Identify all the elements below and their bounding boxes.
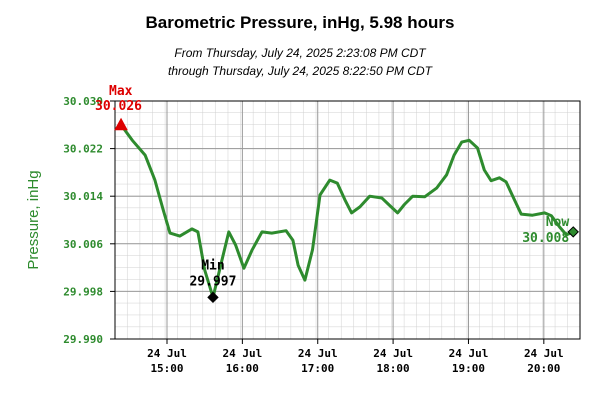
marker-value-label: 30.008 bbox=[522, 231, 569, 246]
x-tick-label-line: 24 Jul bbox=[298, 347, 338, 360]
chart-title: Barometric Pressure, inHg, 5.98 hours bbox=[146, 13, 455, 32]
x-tick-label: 24 Jul 19:00 bbox=[449, 347, 489, 375]
subtitle: through Thursday, July 24, 2025 8:22:50 … bbox=[168, 64, 434, 78]
marker-label: Max bbox=[109, 84, 133, 99]
x-tick-label-line: 17:00 bbox=[301, 362, 334, 375]
x-tick-label-line: 24 Jul bbox=[449, 347, 489, 360]
y-axis-label: Pressure, inHg bbox=[25, 170, 42, 269]
y-tick-label: 30.014 bbox=[63, 190, 103, 203]
x-tick-label-line: 24 Jul bbox=[524, 347, 564, 360]
minor-grid bbox=[115, 101, 580, 339]
x-tick-label-line: 24 Jul bbox=[373, 347, 413, 360]
y-tick-label: 30.006 bbox=[63, 238, 103, 251]
x-tick-label-line: 18:00 bbox=[377, 362, 410, 375]
marker-label: Now bbox=[546, 215, 570, 230]
x-tick-label-line: 16:00 bbox=[226, 362, 259, 375]
subtitle: From Thursday, July 24, 2025 2:23:08 PM … bbox=[174, 46, 427, 60]
x-tick-label-line: 20:00 bbox=[527, 362, 560, 375]
x-tick-label: 24 Jul 17:00 bbox=[298, 347, 338, 375]
x-tick-label-line: 15:00 bbox=[150, 362, 183, 375]
marker bbox=[567, 226, 579, 238]
y-tick-label: 30.022 bbox=[63, 143, 103, 156]
x-tick-label: 24 Jul 16:00 bbox=[222, 347, 262, 375]
y-tick-label: 29.998 bbox=[63, 285, 103, 298]
line-series bbox=[119, 123, 575, 299]
x-tick-label-line: 19:00 bbox=[452, 362, 485, 375]
x-tick-label-line: 24 Jul bbox=[222, 347, 262, 360]
marker-label: Min bbox=[201, 258, 224, 273]
x-tick-label: 24 Jul 20:00 bbox=[524, 347, 564, 375]
y-tick-label: 29.990 bbox=[63, 333, 103, 346]
plot-frame bbox=[114, 100, 581, 340]
marker-value-label: 29.997 bbox=[189, 274, 236, 289]
y-tick-label: 30.030 bbox=[63, 95, 103, 108]
x-tick-label-line: 24 Jul bbox=[147, 347, 187, 360]
marker bbox=[207, 291, 219, 304]
x-tick-label: 24 Jul 18:00 bbox=[373, 347, 413, 375]
x-tick-label: 24 Jul 15:00 bbox=[147, 347, 187, 375]
marker-value-label: 30.026 bbox=[95, 99, 142, 114]
marker bbox=[114, 117, 128, 131]
